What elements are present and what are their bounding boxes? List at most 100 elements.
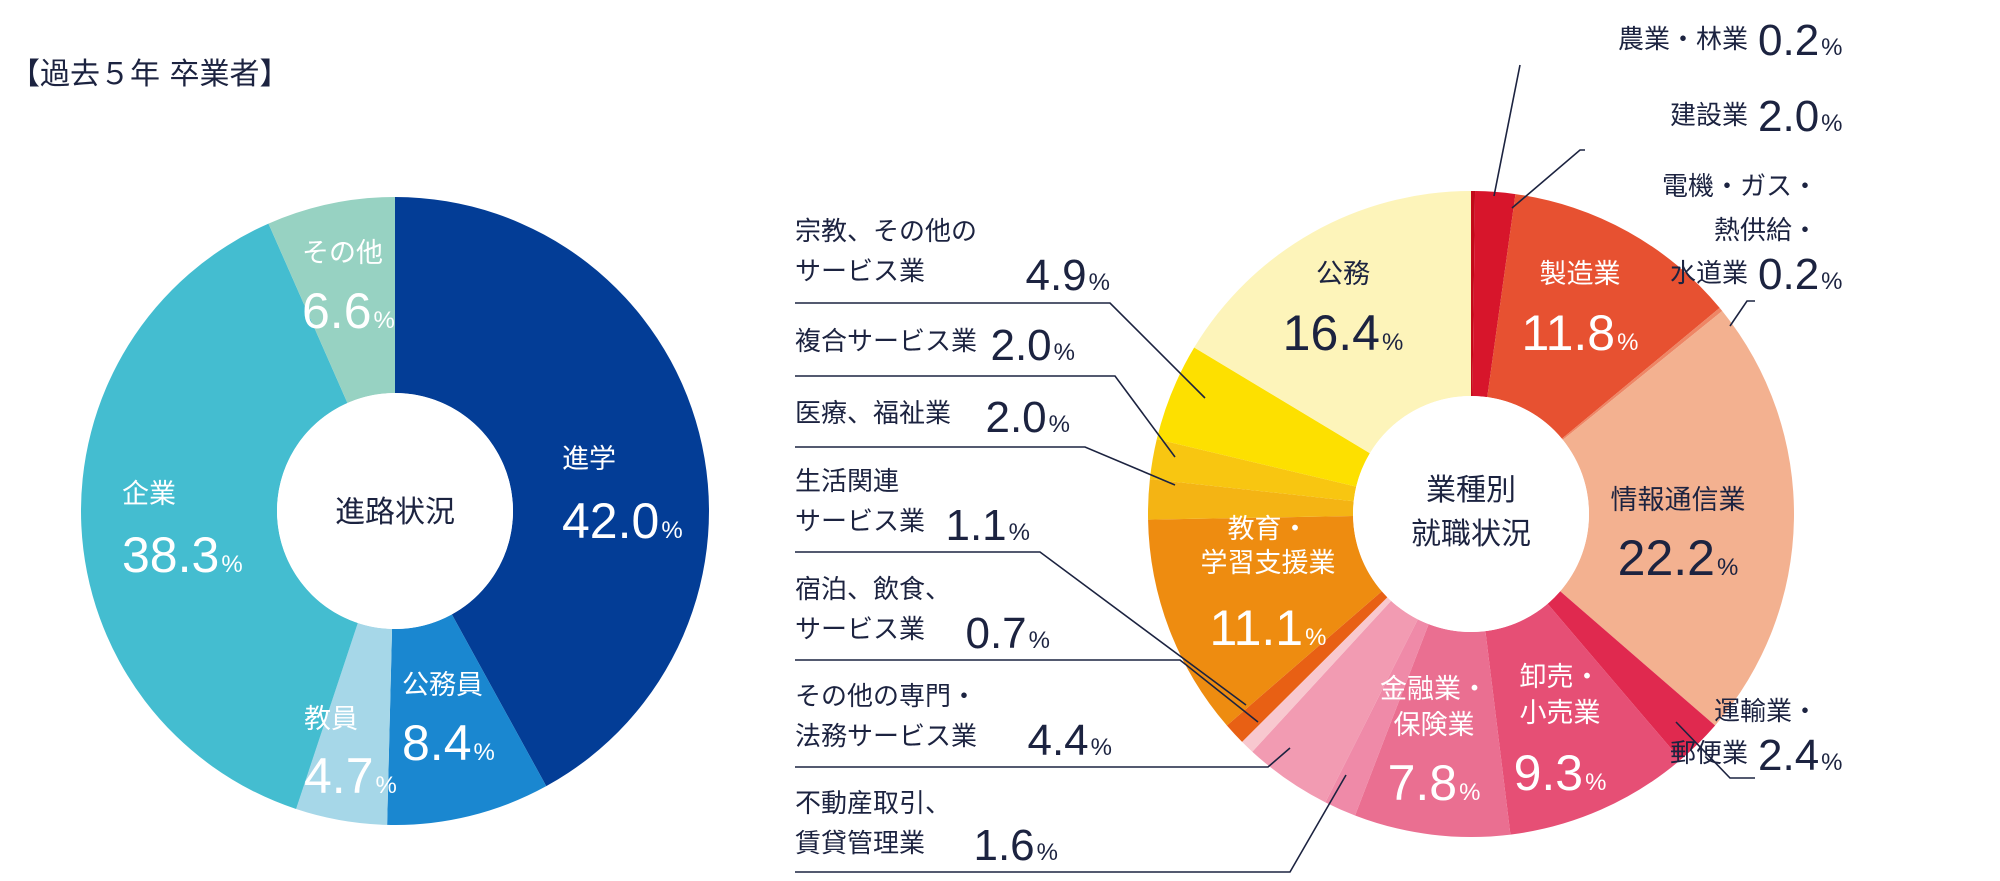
industry-slice-value-15: 4.9% (1025, 251, 1110, 300)
industry-slice-value-10-unit: % (1029, 627, 1050, 654)
career-slice-value-0-unit: % (661, 517, 682, 544)
industry-leader-15 (795, 302, 1206, 399)
industry-slice-value-16-number: 16.4 (1283, 305, 1380, 361)
industry-slice-value-8-number: 1.6 (973, 821, 1034, 870)
industry-slice-value-14-number: 2.0 (990, 321, 1051, 370)
industry-slice-14 (1149, 439, 1357, 502)
industry-slice-value-15-number: 4.9 (1025, 251, 1086, 300)
industry-slice-value-6-number: 9.3 (1514, 745, 1584, 801)
industry-slice-label-13-0: 医療、福祉業 (795, 399, 951, 429)
career-slice-value-0-number: 42.0 (562, 493, 659, 549)
industry-leader-0 (1493, 64, 1521, 197)
industry-slice-value-5: 2.4% (1758, 731, 1843, 780)
industry-slice-value-1: 2.0% (1758, 92, 1843, 141)
industry-slice-label-3-1: 熱供給・ (1714, 216, 1818, 246)
industry-slice-value-15-unit: % (1089, 269, 1110, 296)
career-slice-label-2: 教員 (304, 704, 358, 735)
industry-slice-value-0-number: 0.2 (1758, 16, 1819, 65)
industry-leader-14 (795, 375, 1176, 458)
industry-slice-label-10-1: サービス業 (795, 615, 925, 645)
industry-slice-value-13-unit: % (1049, 411, 1070, 438)
industry-slice-value-5-number: 2.4 (1758, 731, 1819, 780)
industry-slice-value-12: 11.1% (1210, 600, 1327, 656)
industry-slice-11 (1226, 591, 1388, 742)
career-slice-value-0: 42.0% (562, 493, 683, 549)
industry-slice-value-0: 0.2% (1758, 16, 1843, 65)
industry-slice-value-6: 9.3% (1514, 745, 1607, 801)
industry-slice-label-5-0: 運輸業・ (1714, 697, 1818, 727)
industry-slice-label-0-0: 農業・林業 (1618, 25, 1748, 55)
industry-leader-8 (795, 774, 1347, 873)
industry-slice-value-3: 0.2% (1758, 250, 1843, 299)
industry-slice-label-1-0: 建設業 (1670, 101, 1748, 131)
industry-slice-value-10-number: 0.7 (965, 609, 1026, 658)
industry-slice-label-11-0: 生活関連 (795, 467, 899, 497)
career-slice-value-4-unit: % (374, 307, 395, 334)
industry-slice-value-4-unit: % (1717, 554, 1738, 581)
industry-slice-value-2-number: 11.8 (1522, 305, 1616, 361)
career-slice-3 (81, 223, 358, 810)
industry-slice-label-12-0: 教育・ (1228, 514, 1309, 545)
industry-leader-1 (1511, 149, 1585, 209)
industry-slice-label-9-0: その他の専門・ (795, 682, 977, 712)
career-slice-value-1-unit: % (474, 739, 495, 766)
industry-slice-value-13: 2.0% (985, 393, 1070, 442)
industry-slice-value-5-unit: % (1821, 749, 1842, 776)
industry-slice-value-9-number: 4.4 (1027, 716, 1088, 765)
career-center (277, 393, 513, 629)
career-slice-value-2-unit: % (376, 772, 397, 799)
industry-slice-value-16-unit: % (1382, 329, 1403, 356)
industry-slice-value-3-unit: % (1821, 268, 1842, 295)
industry-slice-3 (1561, 307, 1723, 440)
industry-slice-label-8-0: 不動産取引、 (795, 789, 951, 819)
industry-slice-13 (1148, 479, 1354, 520)
industry-leader-11 (795, 551, 1247, 706)
career-slice-value-2: 4.7% (304, 748, 397, 804)
industry-slice-0 (1471, 191, 1476, 397)
industry-slice-label-8-1: 賃貸管理業 (795, 829, 925, 859)
industry-slice-value-6-unit: % (1585, 769, 1606, 796)
career-slice-value-1-number: 8.4 (402, 715, 472, 771)
career-slice-label-4: その他 (302, 238, 383, 269)
industry-slice-2 (1487, 194, 1720, 439)
industry-slice-label-10-0: 宿泊、飲食、 (795, 575, 951, 605)
industry-slice-16 (1194, 191, 1471, 454)
career-slice-value-4: 6.6% (302, 283, 395, 339)
career-slice-value-3-unit: % (221, 551, 242, 578)
industry-slice-value-2: 11.8% (1522, 305, 1639, 361)
industry-slice-label-2-0: 製造業 (1540, 259, 1621, 290)
industry-slice-label-15-1: サービス業 (795, 257, 925, 287)
career-slice-value-2-number: 4.7 (304, 748, 374, 804)
industry-center-title-1: 就職状況 (1411, 517, 1531, 552)
industry-leader-10 (795, 659, 1259, 723)
career-slice-value-3-number: 38.3 (122, 527, 219, 583)
industry-slice-value-11-number: 1.1 (945, 501, 1006, 550)
industry-slice-label-3-0: 電機・ガス・ (1662, 172, 1818, 202)
industry-leader-5 (1675, 721, 1755, 779)
career-slice-4 (268, 197, 395, 404)
industry-slice-value-12-unit: % (1305, 624, 1326, 651)
career-slice-0 (395, 197, 710, 787)
industry-slice-label-12-1: 学習支援業 (1201, 548, 1336, 579)
industry-slice-8 (1325, 619, 1429, 816)
industry-slice-value-4: 22.2% (1618, 530, 1739, 586)
career-center-title: 進路状況 (335, 495, 455, 530)
industry-slice-value-14: 2.0% (990, 321, 1075, 370)
industry-slice-value-7-number: 7.8 (1388, 755, 1458, 811)
industry-slice-1 (1472, 191, 1516, 398)
industry-slice-value-7: 7.8% (1388, 755, 1481, 811)
industry-slice-9 (1252, 600, 1418, 803)
industry-slice-value-11-unit: % (1009, 519, 1030, 546)
industry-slice-value-3-number: 0.2 (1758, 250, 1819, 299)
industry-slice-label-7-1: 保険業 (1394, 710, 1475, 741)
industry-slice-value-1-unit: % (1821, 110, 1842, 137)
career-slice-2 (296, 622, 393, 825)
industry-slice-value-2-unit: % (1617, 329, 1638, 356)
industry-slice-value-11: 1.1% (945, 501, 1030, 550)
industry-slice-value-14-unit: % (1054, 339, 1075, 366)
industry-slice-value-10: 0.7% (965, 609, 1050, 658)
career-slice-label-1: 公務員 (402, 670, 483, 701)
industry-slice-6 (1485, 603, 1681, 835)
